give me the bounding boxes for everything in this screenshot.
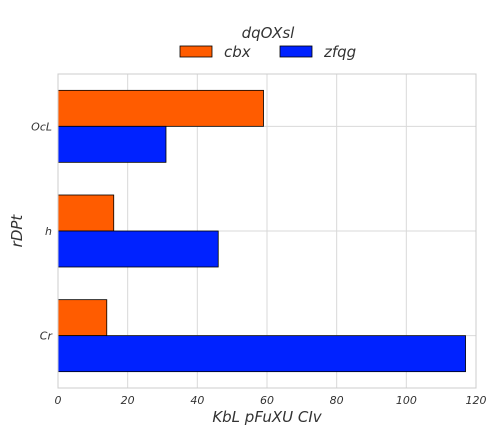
- x-tick-label: 20: [121, 394, 135, 407]
- x-tick-label: 100: [396, 394, 417, 407]
- x-tick-label: 120: [466, 394, 487, 407]
- legend-entry-cbx: cbx: [224, 43, 251, 61]
- legend: dqOXsl cbx zfqg: [179, 24, 356, 61]
- y-tick-labels: Cr h OcL: [31, 120, 53, 342]
- bar-zfqg-OcL: [57, 125, 167, 163]
- bar-cbx-h: [57, 194, 115, 232]
- bar-cbx-Cr: [57, 299, 108, 337]
- y-tick-label: Cr: [40, 330, 54, 343]
- bar-zfqg-h: [57, 230, 219, 268]
- bars: [57, 89, 466, 373]
- legend-swatch-zfqg: [279, 45, 313, 58]
- legend-entry-zfqg: zfqg: [323, 43, 356, 61]
- x-tick-label: 80: [330, 394, 344, 407]
- plot-frame: [57, 73, 477, 389]
- bar-cbx-OcL: [57, 89, 264, 127]
- x-tick-labels: 0 20 40 60 80 100 120: [55, 394, 487, 407]
- y-axis-label: rDPt: [8, 214, 26, 248]
- x-tick-label: 0: [55, 394, 62, 407]
- legend-swatch-cbx: [179, 45, 213, 58]
- y-tick-label: OcL: [31, 120, 52, 133]
- x-tick-label: 40: [190, 394, 204, 407]
- x-tick-label: 60: [260, 394, 274, 407]
- x-axis-label: KbL pFuXU CIv: [212, 408, 322, 426]
- bar-zfqg-Cr: [57, 335, 466, 373]
- y-tick-label: h: [45, 225, 52, 238]
- legend-title: dqOXsl: [242, 24, 296, 42]
